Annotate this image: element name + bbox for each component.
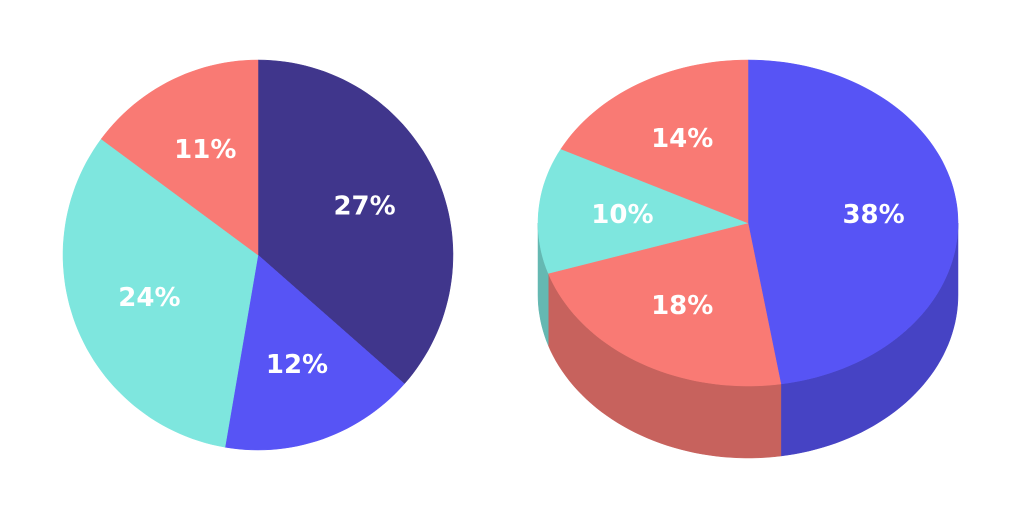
pie-slice <box>547 222 782 387</box>
pie-slice <box>257 59 454 385</box>
slice-label: 12% <box>266 350 328 380</box>
slice-label: 14% <box>651 124 713 154</box>
pie-slice <box>560 59 749 224</box>
slice-label: 24% <box>118 283 180 313</box>
slice-label: 27% <box>333 191 395 221</box>
slice-label: 10% <box>591 200 653 230</box>
slice-label: 18% <box>651 291 713 321</box>
pie-slice <box>224 254 405 451</box>
pie-slice <box>537 148 749 274</box>
pie-slice <box>62 138 259 448</box>
pie-slice <box>100 59 259 256</box>
pie-slice <box>747 59 959 385</box>
slice-label: 11% <box>174 135 236 165</box>
slice-label: 38% <box>842 200 904 230</box>
